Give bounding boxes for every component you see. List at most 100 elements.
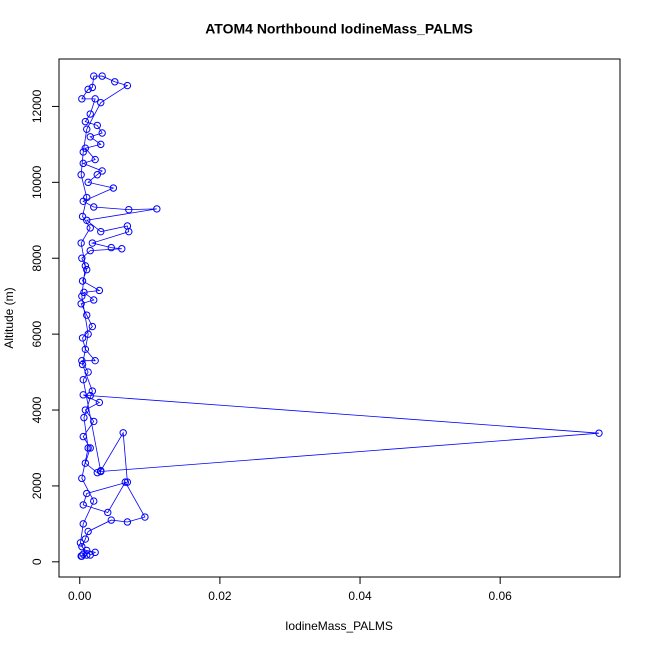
data-point [86,224,94,232]
data-point [80,288,88,297]
data-point [90,72,98,80]
data-point [107,516,115,524]
data-point [86,110,94,118]
x-axis-label: IodineMass_PALMS [285,619,393,633]
data-point [79,375,87,384]
data-point [121,478,129,486]
data-point [78,542,86,551]
data-point [98,167,106,175]
data-point [86,391,94,400]
data-point [595,429,603,437]
data-point [78,356,86,365]
data-point [78,360,87,369]
data-point [84,368,92,376]
data-point [93,468,101,477]
data-point [93,121,101,130]
data-point [83,125,91,133]
data-point [95,398,104,407]
data-point [97,98,105,107]
data-point [123,478,132,486]
data-point [153,205,161,213]
data-point [90,417,98,426]
data-point [77,239,85,247]
data-point [83,311,91,319]
data-point [91,95,99,103]
data-point [98,129,106,137]
data-point [81,262,90,270]
data-point [78,212,87,221]
data-point [88,322,97,331]
data-point [81,345,90,354]
data-point [141,513,149,521]
data-point [78,552,86,560]
data-point [78,334,87,342]
data-point [97,467,105,476]
y-tick-label: 6000 [30,320,44,347]
data-point [123,81,132,90]
x-tick-label: 0.02 [208,589,232,603]
data-point [79,501,87,509]
data-point [95,286,104,295]
data-point [86,133,94,141]
data-point [83,551,91,559]
data-point [79,391,87,399]
data-point [78,95,86,103]
data-point [76,539,85,547]
data-point [84,85,92,94]
data-point [79,520,87,528]
data-point [91,356,99,365]
data-point [81,535,90,543]
data-point [79,432,87,441]
data-point [111,78,119,86]
data-point [84,444,92,452]
data-point [104,508,112,517]
data-point [88,239,97,247]
data-point [86,246,94,255]
data-point [81,144,90,152]
data-point [97,227,105,236]
data-point [123,222,132,230]
y-tick-label: 10000 [30,165,44,199]
data-point [83,216,91,224]
data-point [88,83,97,92]
data-point [78,254,86,262]
data-point [107,243,115,252]
data-point [78,292,86,300]
y-tick-label: 4000 [30,396,44,423]
y-tick-label: 12000 [30,89,44,123]
data-point [79,159,87,168]
data-point [78,474,86,483]
data-point [86,551,94,559]
data-point [125,205,133,214]
data-line [80,75,600,557]
data-point [90,203,98,211]
data-point [83,265,91,274]
data-point [81,117,90,126]
chart-title: ATOM4 Northbound IodineMass_PALMS [205,21,473,37]
data-point [83,489,91,498]
data-point [81,406,90,414]
x-tick-label: 0.04 [348,589,372,603]
data-point [81,459,90,467]
y-tick-label: 2000 [30,472,44,499]
data-point [88,387,97,395]
data-point [86,444,94,452]
data-point [79,148,87,156]
x-tick-label: 0.00 [68,589,92,603]
data-point [119,429,127,437]
data-point [84,527,92,536]
data-point [123,518,132,526]
y-axis-label: Altitude (m) [2,287,16,348]
data-point [109,184,118,192]
y-tick-label: 0 [30,558,44,565]
data-point [83,546,91,555]
data-point [77,300,85,308]
data-point [97,140,105,149]
data-point [118,245,126,253]
data-point [90,296,98,304]
data-point [93,171,101,179]
y-tick-label: 8000 [30,245,44,272]
data-point [84,330,92,338]
data-point [84,178,92,187]
